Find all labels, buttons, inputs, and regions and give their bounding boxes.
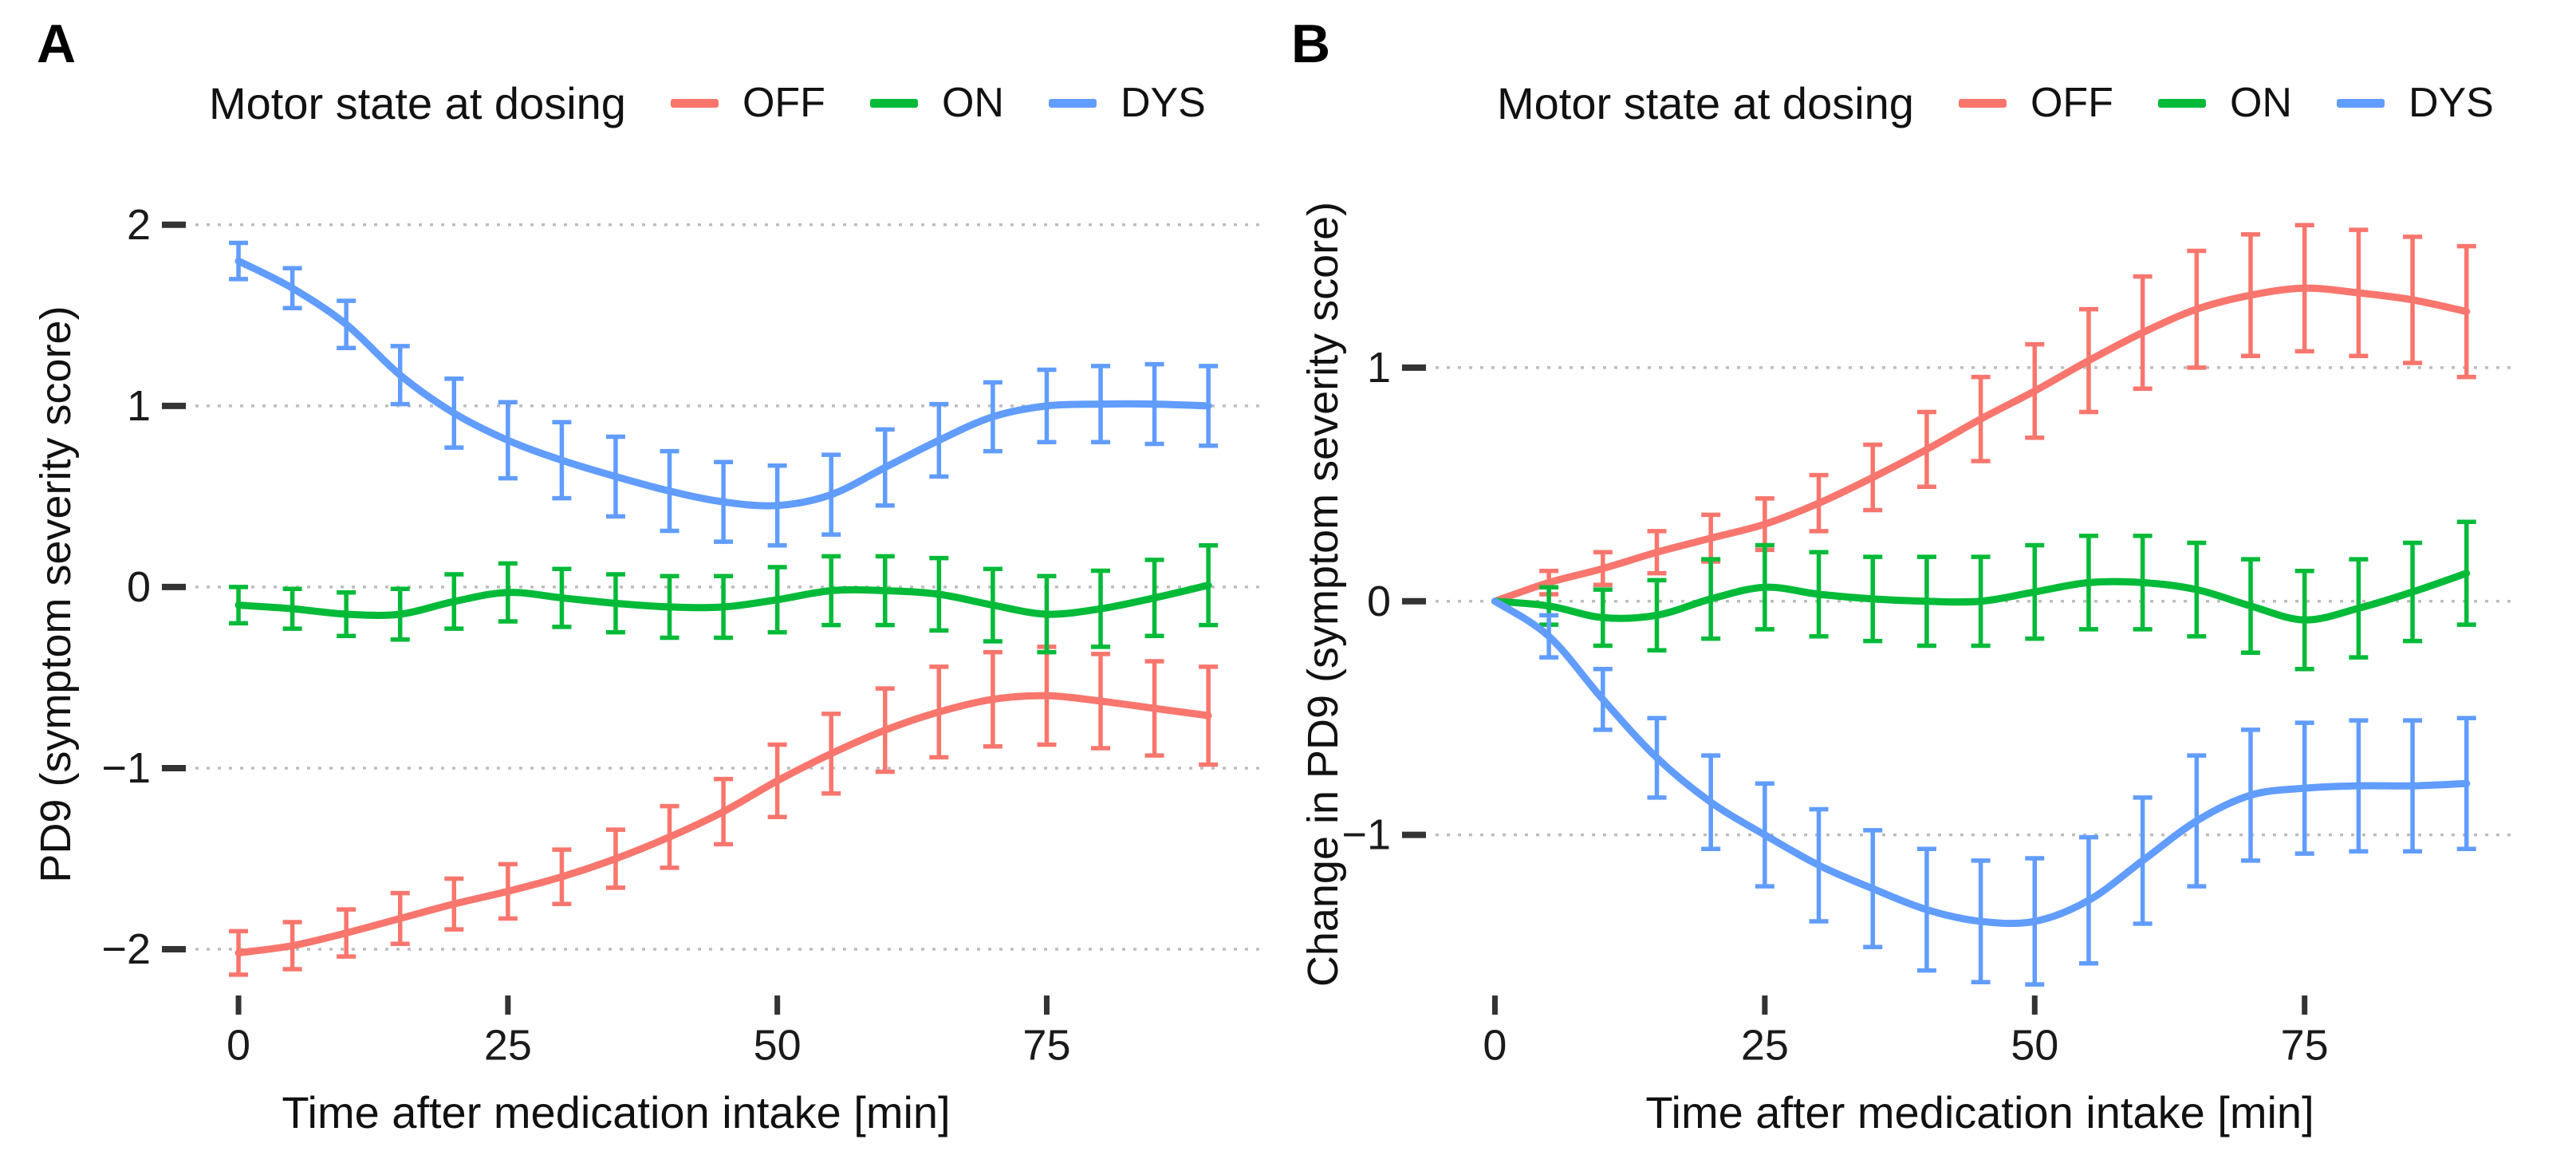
x-tick-label: 75 <box>2281 1021 2329 1069</box>
series-line-OFF <box>234 692 1212 957</box>
x-axis-title-B: Time after medication intake [min] <box>1645 1087 2314 1137</box>
series-line-ON <box>234 582 1212 619</box>
error-bars-ON <box>1539 519 2476 672</box>
legend-title: Motor state at dosing <box>209 77 626 128</box>
y-axis-title-B: Change in PD9 (symptom severity score) <box>1299 201 1347 988</box>
legend-item-on: ON <box>869 79 1004 127</box>
x-tick-label: 75 <box>1022 1021 1070 1069</box>
series-line-OFF <box>1491 284 2471 605</box>
legend-label-on: ON <box>2229 80 2292 126</box>
series-line-DYS <box>234 257 1212 510</box>
legend-label-dys: DYS <box>1120 80 1206 126</box>
legend-label-off: OFF <box>2030 80 2113 126</box>
plot-area-A: 2 1 0 −1 −2 0 25 50 75 <box>101 201 1260 1069</box>
legend-B: Motor state at dosing OFF ON DYS <box>1497 73 2494 132</box>
x-tick-label: 50 <box>754 1021 802 1069</box>
y-tick-label: 2 <box>127 201 151 249</box>
legend-label-dys: DYS <box>2408 80 2494 126</box>
legend-label-on: ON <box>941 80 1004 126</box>
y-tick-label: 1 <box>127 382 151 430</box>
legend-A: Motor state at dosing OFF ON DYS <box>209 73 1206 132</box>
panel-A: A Motor state at dosing OFF ON DYS 2 1 0 −1… <box>32 14 1260 1137</box>
y-tick-label: −1 <box>1341 811 1391 859</box>
legend-item-on: ON <box>2157 79 2292 127</box>
error-bars-ON <box>229 542 1219 655</box>
y-tick-label: −2 <box>101 925 151 973</box>
legend-title: Motor state at dosing <box>1497 77 1914 128</box>
legend-item-dys: DYS <box>1048 79 1206 127</box>
y-tick-label: 1 <box>1367 344 1391 392</box>
legend-key-on-line <box>869 98 918 108</box>
series-line-DYS <box>1491 597 2471 928</box>
x-tick-label: 50 <box>2011 1021 2058 1069</box>
plot-area-B: 1 0 −1 0 25 50 75 <box>1341 223 2516 1069</box>
legend-key-on-line <box>2157 98 2206 108</box>
series-line-ON <box>1491 570 2471 624</box>
legend-key-off-line <box>1958 98 2007 108</box>
legend-key-dys-line <box>1048 98 1097 108</box>
legend-key-dys-line <box>2336 98 2385 108</box>
y-axis-title-A: PD9 (symptom severity score) <box>32 306 80 883</box>
panel-B: B Motor state at dosing OFF ON DYS 1 0 −1 0… <box>1288 0 2576 1163</box>
error-bars-DYS <box>1539 613 2476 987</box>
y-tick-label: −1 <box>101 744 151 792</box>
legend-item-off: OFF <box>1958 79 2113 127</box>
x-tick-label: 25 <box>484 1021 532 1069</box>
panel-label-B: B <box>1291 14 1331 74</box>
x-tick-label: 25 <box>1741 1021 1789 1069</box>
panel-label-A: A <box>37 14 77 74</box>
x-tick-label: 0 <box>1483 1021 1507 1069</box>
y-tick-label: 0 <box>127 563 151 611</box>
legend-item-dys: DYS <box>2336 79 2494 127</box>
x-tick-label: 0 <box>226 1021 250 1069</box>
legend-label-off: OFF <box>742 80 825 126</box>
y-tick-label: 0 <box>1367 578 1391 625</box>
x-axis-title-A: Time after medication intake [min] <box>282 1087 951 1137</box>
legend-key-off-line <box>670 98 719 108</box>
error-bars-OFF <box>1539 223 2476 597</box>
legend-item-off: OFF <box>670 79 825 127</box>
